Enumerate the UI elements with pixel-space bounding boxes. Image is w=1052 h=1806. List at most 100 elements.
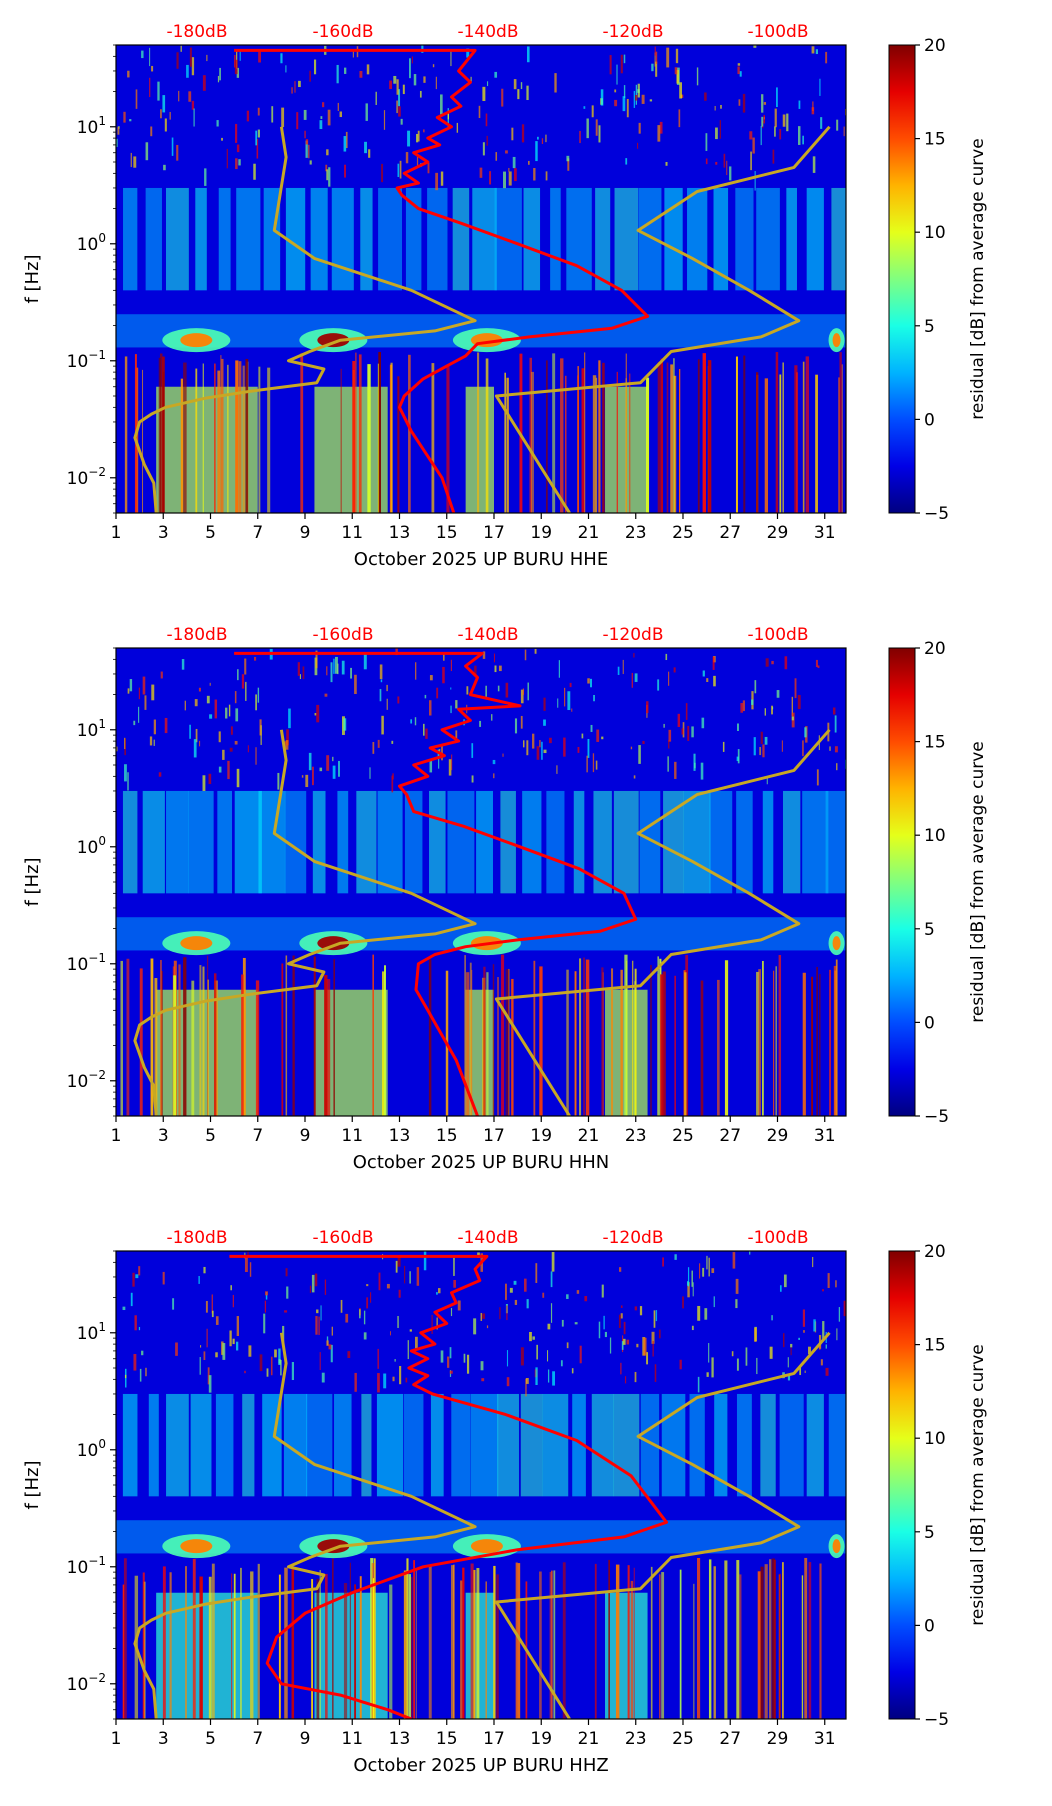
top-db-label: -160dB bbox=[312, 1228, 373, 1248]
x-tick-label: 27 bbox=[719, 1126, 741, 1146]
colorbar bbox=[888, 647, 916, 1117]
x-tick-label: 13 bbox=[389, 523, 411, 543]
y-axis-label: f [Hz] bbox=[22, 254, 43, 303]
colorbar-tick-label: 0 bbox=[924, 1616, 935, 1636]
colorbar-tick-label: 15 bbox=[924, 130, 946, 150]
y-tick-label: 10−2 bbox=[67, 1671, 106, 1695]
x-tick-label: 25 bbox=[672, 1729, 694, 1749]
x-tick-label: 29 bbox=[767, 1729, 789, 1749]
x-tick-label: 19 bbox=[530, 1126, 552, 1146]
x-tick-label: 23 bbox=[625, 523, 647, 543]
x-tick-label: 9 bbox=[300, 523, 311, 543]
colorbar-tick-label: 15 bbox=[924, 1336, 946, 1356]
series-line-2 bbox=[234, 651, 638, 1116]
colorbar-tick-label: 0 bbox=[924, 410, 935, 430]
colorbar-tick-label: 5 bbox=[924, 317, 935, 337]
top-db-label: -180dB bbox=[166, 1228, 227, 1248]
x-tick-label: 31 bbox=[814, 523, 836, 543]
x-tick-label: 31 bbox=[814, 1126, 836, 1146]
top-db-label: -180dB bbox=[166, 625, 227, 645]
x-axis-label: October 2025 UP BURU HHZ bbox=[353, 1755, 608, 1776]
y-tick-label: 100 bbox=[77, 834, 106, 858]
x-tick-label: 19 bbox=[530, 1729, 552, 1749]
x-tick-label: 25 bbox=[672, 1126, 694, 1146]
colorbar-label: residual [dB] from average curve bbox=[968, 741, 988, 1022]
x-tick-label: 11 bbox=[341, 1729, 363, 1749]
x-tick-label: 17 bbox=[483, 1126, 505, 1146]
top-db-label: -120dB bbox=[602, 1228, 663, 1248]
x-tick-label: 9 bbox=[300, 1729, 311, 1749]
x-tick-label: 19 bbox=[530, 523, 552, 543]
y-axis-label: f [Hz] bbox=[22, 857, 43, 906]
x-tick-label: 3 bbox=[158, 1729, 169, 1749]
x-tick-label: 29 bbox=[767, 1126, 789, 1146]
series-line-1 bbox=[494, 125, 831, 513]
colorbar-tick-label: 20 bbox=[924, 639, 946, 659]
x-tick-label: 15 bbox=[436, 1126, 458, 1146]
spectrogram-texture bbox=[116, 648, 846, 1116]
colorbar-tick-label: 0 bbox=[924, 1013, 935, 1033]
y-tick-label: 10−2 bbox=[67, 1068, 106, 1092]
x-tick-label: 9 bbox=[300, 1126, 311, 1146]
x-tick-label: 11 bbox=[341, 523, 363, 543]
series-line-2 bbox=[229, 1254, 668, 1719]
x-tick-label: 29 bbox=[767, 523, 789, 543]
colorbar bbox=[888, 44, 916, 514]
x-axis-label: October 2025 UP BURU HHN bbox=[353, 1152, 610, 1173]
x-tick-label: 17 bbox=[483, 523, 505, 543]
x-tick-label: 13 bbox=[389, 1729, 411, 1749]
x-axis-label: October 2025 UP BURU HHE bbox=[354, 549, 608, 570]
x-tick-label: 3 bbox=[158, 523, 169, 543]
series-line-2 bbox=[234, 48, 650, 513]
y-tick-label: 101 bbox=[77, 114, 106, 138]
colorbar-label: residual [dB] from average curve bbox=[968, 1344, 988, 1625]
colorbar-tick-label: 5 bbox=[924, 1523, 935, 1543]
x-tick-label: 23 bbox=[625, 1729, 647, 1749]
y-tick-label: 10−1 bbox=[67, 348, 106, 372]
top-db-label: -120dB bbox=[602, 625, 663, 645]
x-tick-label: 7 bbox=[252, 1729, 263, 1749]
spectrogram-panel-hhn: 1 3 5 7 9 11 13 15 17 19 21 23 25 27 29 31 October 2025 … bbox=[0, 603, 1052, 1203]
x-tick-label: 5 bbox=[205, 1126, 216, 1146]
top-db-label: -100dB bbox=[747, 22, 808, 42]
top-db-label: -180dB bbox=[166, 22, 227, 42]
x-tick-label: 15 bbox=[436, 523, 458, 543]
colorbar-tick-label: 10 bbox=[924, 826, 946, 846]
colorbar-tick-label: 15 bbox=[924, 733, 946, 753]
series-line-0 bbox=[133, 126, 477, 513]
colorbar-label: residual [dB] from average curve bbox=[968, 138, 988, 419]
top-db-label: -100dB bbox=[747, 1228, 808, 1248]
top-db-label: -140dB bbox=[457, 1228, 518, 1248]
colorbar-tick-label: 10 bbox=[924, 1429, 946, 1449]
top-db-label: -100dB bbox=[747, 625, 808, 645]
spectrogram-panel-hhe: 1 3 5 7 9 11 13 15 17 19 21 23 25 27 29 31 October 2025 … bbox=[0, 0, 1052, 600]
y-tick-label: 10−1 bbox=[67, 951, 106, 975]
y-tick-label: 101 bbox=[77, 717, 106, 741]
series-line-1 bbox=[494, 1331, 831, 1719]
x-tick-label: 21 bbox=[578, 1729, 600, 1749]
y-axis-label: f [Hz] bbox=[22, 1460, 43, 1509]
x-tick-label: 27 bbox=[719, 1729, 741, 1749]
x-tick-label: 13 bbox=[389, 1126, 411, 1146]
y-tick-label: 10−1 bbox=[67, 1554, 106, 1578]
spectrogram-panel-hhz: 1 3 5 7 9 11 13 15 17 19 21 23 25 27 29 31 October 2025 … bbox=[0, 1206, 1052, 1806]
series-line-0 bbox=[133, 729, 477, 1116]
x-tick-label: 25 bbox=[672, 523, 694, 543]
series-line-0 bbox=[133, 1332, 477, 1719]
x-tick-label: 1 bbox=[111, 523, 122, 543]
colorbar-tick-label: 20 bbox=[924, 1242, 946, 1262]
x-tick-label: 3 bbox=[158, 1126, 169, 1146]
colorbar-tick-label: −5 bbox=[924, 504, 949, 524]
x-tick-label: 1 bbox=[111, 1729, 122, 1749]
top-db-label: -140dB bbox=[457, 22, 518, 42]
colorbar-tick-label: 5 bbox=[924, 920, 935, 940]
y-tick-label: 100 bbox=[77, 1437, 106, 1461]
spectrogram-texture bbox=[116, 1251, 846, 1719]
x-tick-label: 17 bbox=[483, 1729, 505, 1749]
x-tick-label: 1 bbox=[111, 1126, 122, 1146]
x-tick-label: 21 bbox=[578, 1126, 600, 1146]
